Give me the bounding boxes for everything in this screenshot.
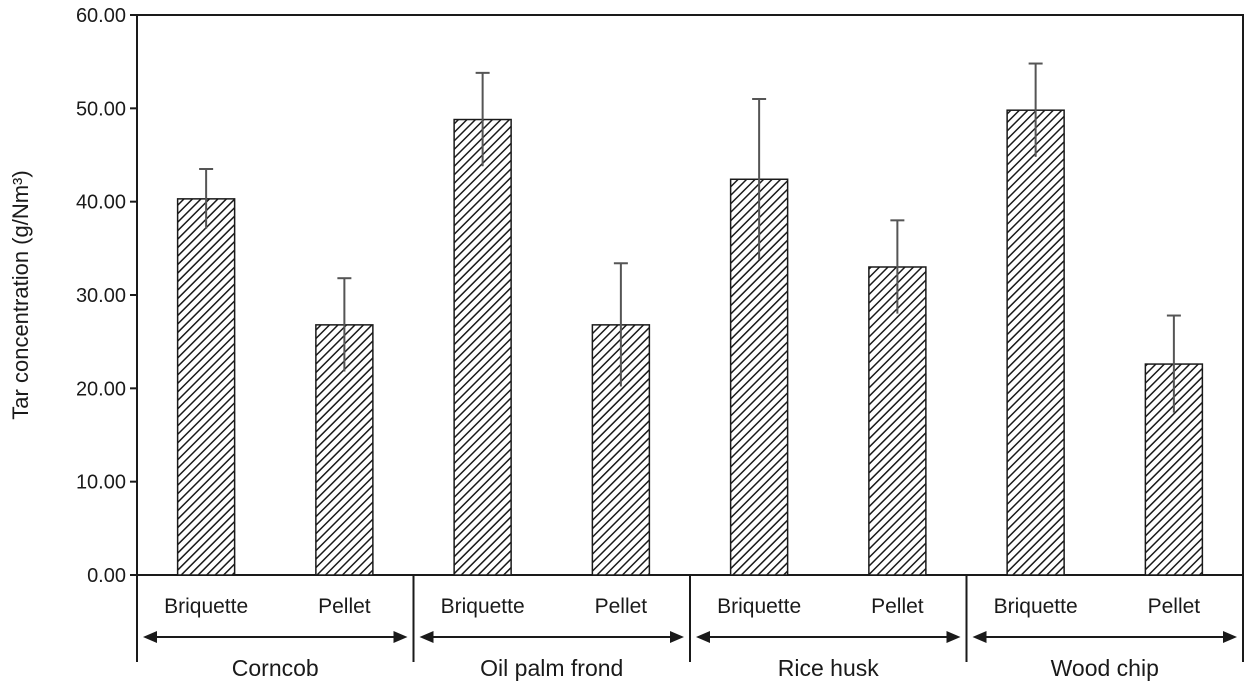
bar-corncob-briquette [176,198,236,576]
x-category-label: Briquette [164,595,248,618]
y-tick-label: 50.00 [76,98,126,120]
bar-oil-palm-frond-briquette [453,118,512,576]
x-category-label: Briquette [717,595,801,618]
arrow-left-head [419,631,434,643]
x-category-label: Briquette [441,595,525,618]
group-label: Corncob [232,655,319,681]
y-tick-label: 40.00 [76,192,126,214]
x-category-label: Pellet [871,595,924,618]
x-category-label: Pellet [1148,595,1201,618]
arrow-right-head [946,631,961,643]
arrow-left-head [972,631,987,643]
y-axis-title: Tar concentration (g/Nm³) [8,170,33,419]
arrow-left-head [143,631,157,643]
y-tick-label: 10.00 [76,472,126,494]
x-category-label: Briquette [994,595,1078,618]
group-label: Rice husk [778,655,879,681]
y-tick-label: 60.00 [76,5,126,27]
bar-wood-chip-briquette [1006,109,1065,576]
bar-rice-husk-pellet [868,266,927,576]
error-bars-layer [199,62,1181,413]
x-axis-categories: Briquette Pellet Corncob Briquette Pellet Oil… [136,575,1244,681]
y-axis: 0.00 10.00 20.00 30.00 40.00 50.00 60.00 [76,5,137,587]
group-label: Oil palm frond [480,655,623,681]
x-category-label: Pellet [595,595,648,618]
plot-frame [136,14,1244,576]
y-tick-label: 20.00 [76,378,126,400]
group-label: Wood chip [1051,655,1159,681]
bars-layer [176,109,1204,576]
y-tick-label: 30.00 [76,285,126,307]
x-category-label: Pellet [318,595,371,618]
y-tick-label: 0.00 [87,565,126,587]
arrow-right-head [670,631,684,643]
arrow-left-head [696,631,710,643]
arrow-right-head [393,631,408,643]
arrow-right-head [1223,631,1237,643]
